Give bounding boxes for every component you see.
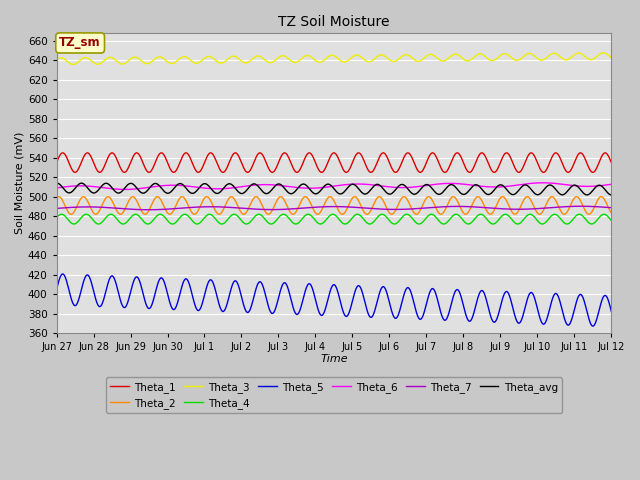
Text: TZ_sm: TZ_sm <box>60 36 101 49</box>
Theta_7 <box>607 205 615 211</box>
Theta_4 <box>52 215 60 221</box>
Theta_4 <box>369 219 377 225</box>
Theta_2 <box>449 194 457 200</box>
Theta_1 <box>289 164 296 170</box>
Theta_1 <box>96 169 104 175</box>
Theta_3 <box>96 61 104 67</box>
Theta_5 <box>310 290 317 296</box>
Theta_1 <box>118 168 126 174</box>
Theta_2 <box>96 207 104 213</box>
Theta_5 <box>96 304 104 310</box>
Theta_avg <box>607 192 615 198</box>
Theta_avg <box>118 188 126 193</box>
Theta_7 <box>289 206 296 212</box>
Theta_7 <box>95 204 103 210</box>
Theta_1 <box>310 156 318 162</box>
Theta_1 <box>607 160 615 166</box>
Theta_4 <box>289 219 296 225</box>
Theta_3 <box>289 59 296 65</box>
Theta_7 <box>300 205 308 211</box>
Theta_4 <box>607 218 615 224</box>
Theta_5 <box>118 303 126 309</box>
Theta_6 <box>289 184 296 190</box>
Theta_7 <box>310 204 317 210</box>
Theta_3 <box>69 61 77 67</box>
Theta_avg <box>369 185 376 191</box>
Theta_4 <box>300 214 308 220</box>
Theta_1 <box>232 150 239 156</box>
Theta_2 <box>369 204 376 210</box>
Theta_6 <box>310 185 317 191</box>
Y-axis label: Soil Moisture (mV): Soil Moisture (mV) <box>15 132 25 234</box>
Theta_6 <box>300 185 308 191</box>
Theta_avg <box>53 180 61 186</box>
Theta_1 <box>71 169 79 175</box>
Theta_2 <box>310 207 317 213</box>
Theta_3 <box>118 61 126 67</box>
Theta_5 <box>589 323 596 329</box>
Theta_5 <box>289 301 296 307</box>
Theta_2 <box>607 210 615 216</box>
Line: Theta_5: Theta_5 <box>56 274 611 326</box>
Line: Theta_7: Theta_7 <box>56 206 611 210</box>
Theta_6 <box>52 185 60 191</box>
Theta_1 <box>300 157 308 163</box>
Theta_1 <box>52 160 60 166</box>
Theta_2 <box>92 211 100 217</box>
Theta_avg <box>310 191 317 196</box>
Theta_avg <box>52 180 60 186</box>
Theta_5 <box>369 313 376 319</box>
Theta_5 <box>300 294 308 300</box>
Theta_2 <box>289 211 296 217</box>
Theta_7 <box>369 206 376 212</box>
Line: Theta_avg: Theta_avg <box>56 183 611 195</box>
Theta_2 <box>118 210 126 216</box>
Theta_2 <box>300 194 308 200</box>
Theta_5 <box>607 308 615 314</box>
Theta_7 <box>52 205 60 211</box>
Line: Theta_6: Theta_6 <box>56 183 611 190</box>
Title: TZ Soil Moisture: TZ Soil Moisture <box>278 15 390 29</box>
Theta_6 <box>121 187 129 192</box>
Theta_4 <box>310 216 317 221</box>
Theta_3 <box>300 54 308 60</box>
Theta_1 <box>369 168 377 174</box>
Theta_6 <box>118 187 126 192</box>
Theta_avg <box>300 181 308 187</box>
Line: Theta_2: Theta_2 <box>56 197 611 214</box>
Legend: Theta_1, Theta_2, Theta_3, Theta_4, Theta_5, Theta_6, Theta_7, Theta_avg: Theta_1, Theta_2, Theta_3, Theta_4, Thet… <box>106 377 562 413</box>
Theta_4 <box>156 211 164 217</box>
Theta_3 <box>607 55 615 60</box>
Theta_5 <box>52 287 60 292</box>
X-axis label: Time: Time <box>320 354 348 364</box>
Theta_3 <box>52 57 60 62</box>
Theta_6 <box>369 182 376 188</box>
Theta_5 <box>59 271 67 277</box>
Theta_7 <box>118 206 126 212</box>
Theta_3 <box>310 56 317 62</box>
Theta_avg <box>96 185 104 191</box>
Theta_6 <box>95 184 103 190</box>
Theta_3 <box>599 50 607 56</box>
Theta_7 <box>577 204 585 209</box>
Theta_2 <box>52 195 60 201</box>
Line: Theta_1: Theta_1 <box>56 153 611 172</box>
Theta_7 <box>145 207 152 213</box>
Theta_3 <box>369 58 376 63</box>
Theta_4 <box>317 221 324 227</box>
Line: Theta_4: Theta_4 <box>56 214 611 224</box>
Theta_avg <box>289 191 296 196</box>
Theta_4 <box>95 221 103 227</box>
Theta_4 <box>118 221 126 227</box>
Theta_6 <box>539 180 547 186</box>
Line: Theta_3: Theta_3 <box>56 53 611 64</box>
Theta_6 <box>607 181 615 187</box>
